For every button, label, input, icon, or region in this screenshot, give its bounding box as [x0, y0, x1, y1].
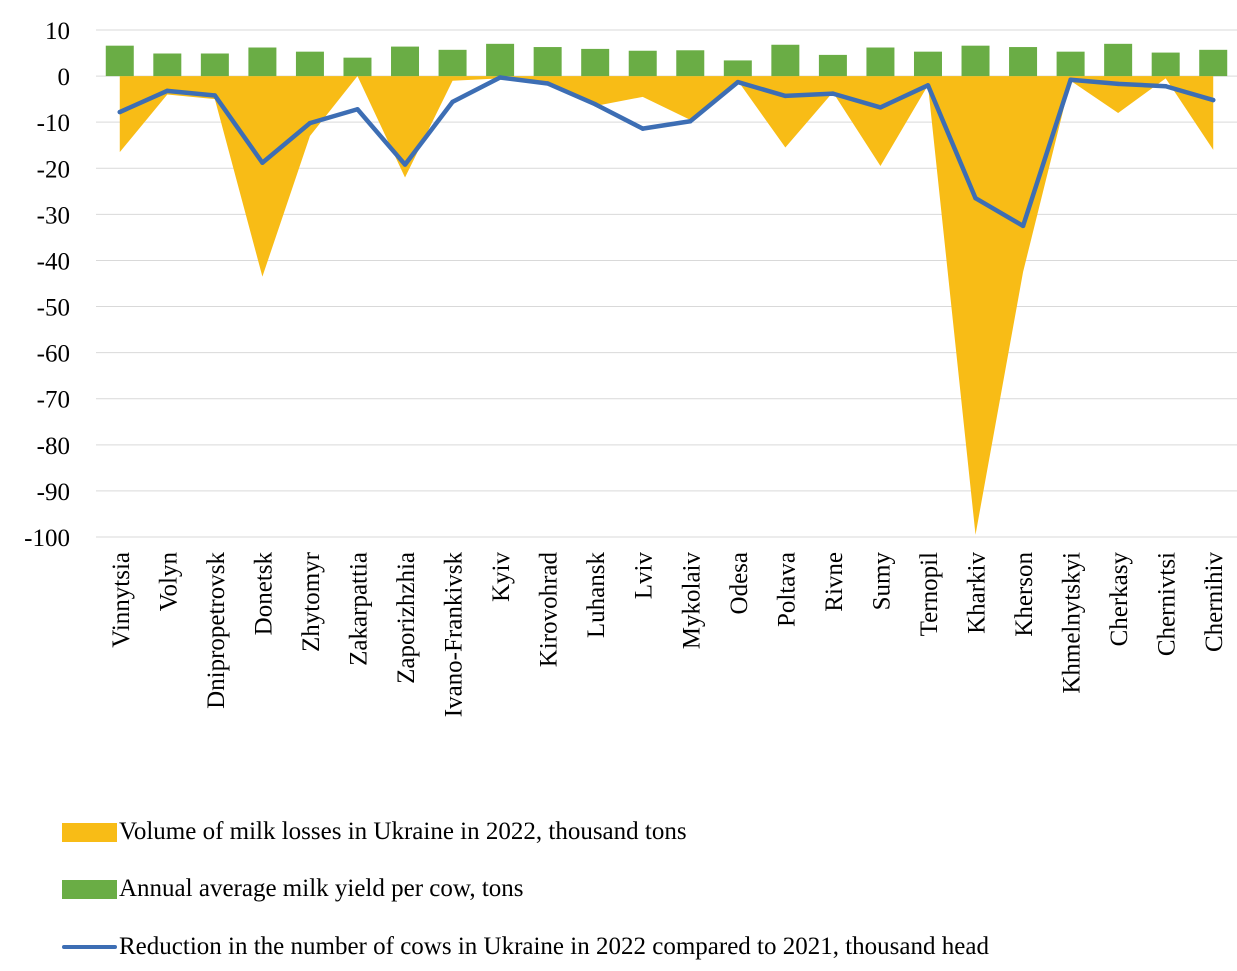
x-category-label-15: Rivne — [821, 552, 848, 612]
x-category-label-3: Donetsk — [250, 552, 277, 636]
bar-milk-yield-14 — [771, 44, 800, 77]
legend-item-milk-losses: Volume of milk losses in Ukraine in 2022… — [62, 812, 687, 852]
bar-milk-yield-4 — [295, 51, 324, 77]
point-cow-reduction-0 — [117, 109, 122, 115]
point-cow-reduction-5 — [355, 107, 360, 112]
bar-milk-yield-9 — [533, 47, 562, 77]
point-cow-reduction-15 — [830, 91, 836, 96]
bar-milk-yield-16 — [866, 47, 895, 77]
point-cow-reduction-17 — [925, 83, 931, 88]
point-cow-reduction-13 — [735, 79, 741, 85]
y-tick-label-0: 10 — [45, 18, 70, 45]
bar-milk-yield-21 — [1104, 43, 1133, 77]
point-cow-reduction-22 — [1163, 84, 1168, 89]
x-category-label-20: Khmelnytskyi — [1059, 552, 1086, 694]
point-cow-reduction-20 — [1068, 77, 1073, 82]
y-tick-label-3: -20 — [37, 156, 70, 183]
x-category-label-2: Dnipropetrovsk — [203, 552, 230, 709]
point-cow-reduction-12 — [688, 119, 693, 124]
legend-swatch-area — [62, 822, 117, 842]
point-cow-reduction-14 — [783, 93, 788, 99]
bar-milk-yield-7 — [438, 49, 467, 77]
x-category-label-4: Zhytomyr — [298, 551, 325, 652]
x-category-label-17: Ternopil — [916, 552, 943, 636]
x-category-label-7: Ivano-Frankivsk — [441, 552, 468, 718]
x-category-label-0: Vinnytsia — [108, 552, 135, 648]
legend-swatch-line — [62, 945, 117, 949]
y-tick-label-11: -100 — [24, 525, 70, 552]
bar-milk-yield-8 — [486, 43, 515, 77]
x-category-label-13: Odesa — [726, 552, 753, 614]
x-category-label-16: Sumy — [868, 552, 895, 611]
x-category-label-11: Lviv — [631, 552, 658, 600]
point-cow-reduction-7 — [450, 99, 455, 105]
x-category-label-22: Chernivtsi — [1154, 552, 1181, 656]
legend-item-cow-reduction: Reduction in the number of cows in Ukrai… — [62, 927, 989, 967]
y-tick-label-7: -60 — [37, 341, 70, 368]
point-cow-reduction-11 — [640, 126, 645, 131]
point-cow-reduction-6 — [402, 162, 408, 167]
chart: 10 0 -10 -20 -30 -40 -50 -60 -70 -80 -90 -100 Vinnyt… — [24, 18, 1237, 718]
bar-milk-yield-12 — [676, 50, 705, 77]
point-cow-reduction-21 — [1115, 81, 1121, 87]
x-category-label-19: Kherson — [1011, 552, 1038, 637]
legend-swatch-bar — [62, 879, 117, 899]
y-tick-label-1: 0 — [58, 64, 71, 91]
line-cow-reduction — [117, 75, 1216, 229]
point-cow-reduction-9 — [545, 81, 550, 86]
legend: Volume of milk losses in Ukraine in 2022… — [62, 810, 1237, 970]
legend-label-milk-losses: Volume of milk losses in Ukraine in 2022… — [119, 818, 687, 845]
point-cow-reduction-1 — [165, 88, 170, 94]
bar-milk-yield-10 — [581, 48, 610, 77]
y-tick-label-4: -30 — [37, 202, 70, 229]
x-category-label-21: Cherkasy — [1106, 552, 1133, 647]
y-tick-label-8: -70 — [37, 387, 70, 414]
x-category-label-1: Volyn — [155, 552, 182, 612]
x-category-label-8: Kyiv — [488, 552, 515, 603]
point-cow-reduction-19 — [1020, 223, 1026, 229]
bar-milk-yield-17 — [913, 51, 942, 77]
point-cow-reduction-16 — [878, 105, 883, 110]
bar-milk-yield-13 — [723, 60, 752, 77]
bar-milk-yield-15 — [818, 54, 847, 77]
x-category-label-5: Zakarpattia — [345, 552, 372, 666]
bar-milk-yield-6 — [391, 46, 420, 77]
bar-milk-yield-3 — [248, 47, 277, 77]
x-category-label-10: Luhansk — [583, 552, 610, 639]
point-cow-reduction-10 — [592, 102, 598, 107]
bar-milk-yield-18 — [961, 45, 990, 77]
y-tick-label-5: -40 — [37, 248, 70, 275]
x-category-label-6: Zaporizhzhia — [393, 552, 420, 684]
y-tick-label-2: -10 — [37, 110, 70, 137]
point-cow-reduction-4 — [307, 120, 313, 126]
bar-milk-yield-2 — [200, 53, 229, 77]
point-cow-reduction-2 — [212, 93, 218, 98]
legend-item-milk-yield: Annual average milk yield per cow, tons — [62, 869, 524, 909]
x-category-label-18: Kharkiv — [964, 552, 991, 634]
bar-milk-yield-1 — [153, 53, 182, 77]
bar-milk-yield-5 — [343, 57, 372, 77]
legend-label-milk-yield: Annual average milk yield per cow, tons — [119, 875, 524, 902]
legend-label-cow-reduction: Reduction in the number of cows in Ukrai… — [119, 933, 989, 960]
bar-milk-yield-22 — [1151, 52, 1180, 77]
chart-plot: 10 0 -10 -20 -30 -40 -50 -60 -70 -80 -90 -100 Vinnyt… — [24, 18, 1237, 718]
x-category-label-23: Chernihiv — [1201, 552, 1228, 652]
area-milk-losses — [119, 76, 1214, 535]
point-cow-reduction-23 — [1211, 97, 1216, 103]
bar-milk-yield-23 — [1199, 49, 1228, 77]
bar-milk-yield-20 — [1056, 51, 1085, 77]
bar-milk-yield-0 — [105, 45, 134, 77]
x-category-label-9: Kirovohrad — [536, 552, 563, 668]
x-category-label-14: Poltava — [773, 552, 800, 627]
point-cow-reduction-8 — [497, 75, 503, 80]
x-category-label-12: Mykolaiv — [678, 552, 705, 650]
y-tick-label-6: -50 — [37, 295, 70, 322]
y-tick-label-10: -90 — [37, 479, 70, 506]
y-tick-label-9: -80 — [37, 433, 70, 460]
point-cow-reduction-18 — [973, 196, 978, 201]
point-cow-reduction-3 — [260, 160, 265, 165]
bar-milk-yield-19 — [1009, 47, 1038, 77]
bar-milk-yield-11 — [628, 50, 657, 77]
